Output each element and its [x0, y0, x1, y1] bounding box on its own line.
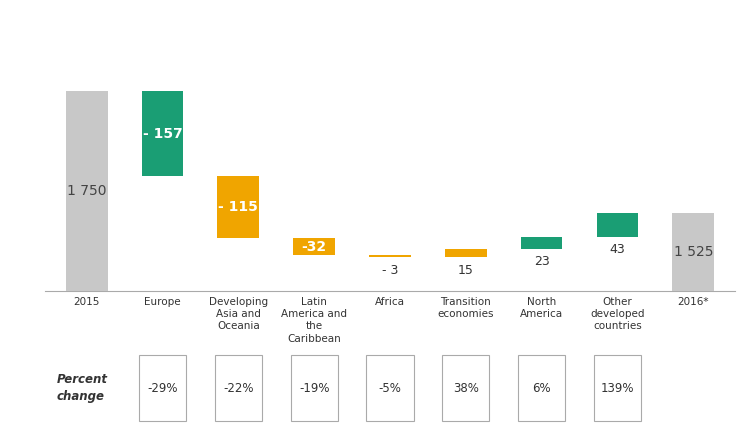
FancyBboxPatch shape	[518, 355, 566, 421]
FancyBboxPatch shape	[594, 355, 641, 421]
Bar	[596, 213, 638, 236]
Bar	[445, 249, 487, 257]
FancyBboxPatch shape	[442, 355, 489, 421]
Text: 38%: 38%	[453, 381, 478, 395]
FancyBboxPatch shape	[291, 355, 338, 421]
Bar	[673, 213, 714, 291]
Text: -29%: -29%	[147, 381, 178, 395]
Bar	[520, 236, 562, 249]
Bar	[66, 91, 107, 291]
Text: 1 525: 1 525	[674, 245, 713, 259]
Text: 6%: 6%	[532, 381, 551, 395]
Text: -19%: -19%	[299, 381, 329, 395]
FancyBboxPatch shape	[139, 355, 186, 421]
Text: Percent
change: Percent change	[56, 373, 107, 403]
Bar	[293, 238, 335, 255]
FancyBboxPatch shape	[367, 355, 413, 421]
Text: - 115: - 115	[218, 200, 258, 214]
Text: -22%: -22%	[223, 381, 254, 395]
FancyBboxPatch shape	[214, 355, 262, 421]
Bar	[369, 255, 411, 257]
Text: -5%: -5%	[379, 381, 401, 395]
Bar	[142, 91, 184, 176]
Bar	[217, 176, 259, 238]
Text: - 3: - 3	[382, 264, 398, 277]
Text: 23: 23	[534, 255, 550, 269]
Text: 15: 15	[458, 264, 474, 277]
Text: 1 750: 1 750	[67, 184, 106, 198]
Text: 43: 43	[610, 243, 626, 256]
Text: - 157: - 157	[142, 127, 182, 141]
Text: -32: -32	[302, 240, 327, 254]
Text: 139%: 139%	[601, 381, 634, 395]
